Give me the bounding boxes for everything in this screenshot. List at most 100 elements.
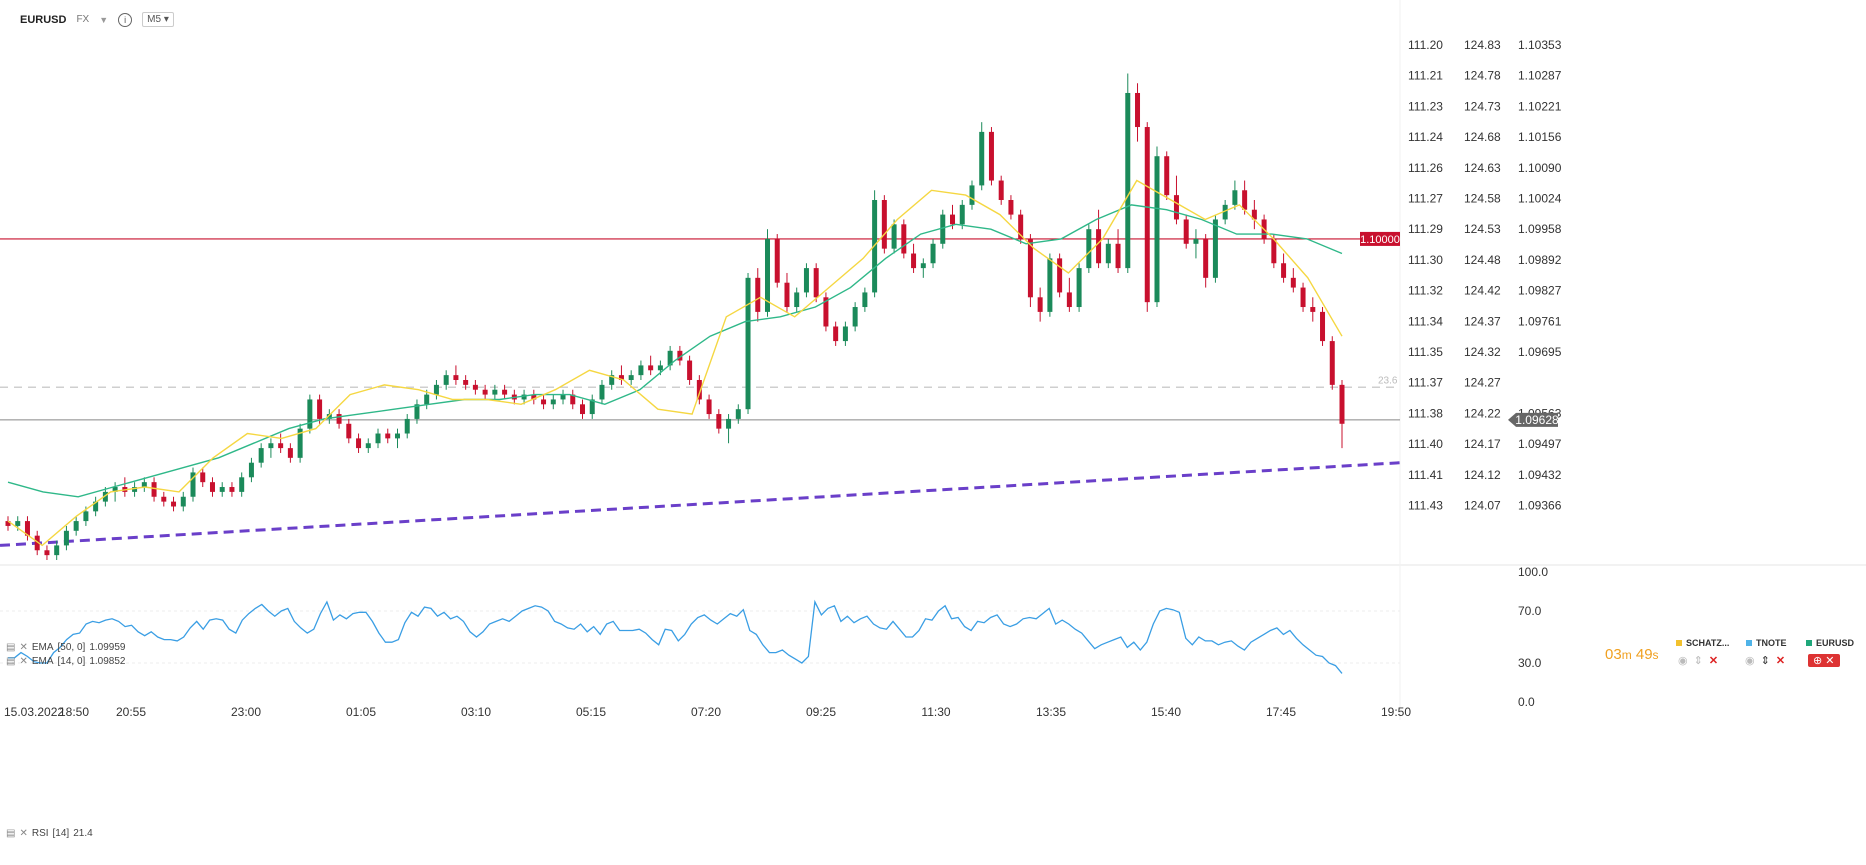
eye-icon[interactable]: ◉ xyxy=(1745,655,1755,667)
settings-icon[interactable]: ▤ xyxy=(6,828,16,839)
candle-body[interactable] xyxy=(618,375,624,380)
candle-body[interactable] xyxy=(842,326,848,342)
candle-body[interactable] xyxy=(219,487,225,492)
candle-body[interactable] xyxy=(1271,238,1277,264)
candle-body[interactable] xyxy=(541,399,547,405)
candle-body[interactable] xyxy=(803,268,809,293)
candle-body[interactable] xyxy=(813,268,819,298)
candle-body[interactable] xyxy=(579,404,585,415)
close-icon[interactable]: ✕ xyxy=(19,828,28,839)
candle-body[interactable] xyxy=(1076,268,1082,308)
candle-body[interactable] xyxy=(1008,200,1014,215)
candle-body[interactable] xyxy=(161,496,167,502)
candle-body[interactable] xyxy=(687,360,693,380)
candle-body[interactable] xyxy=(1164,156,1170,196)
candle-body[interactable] xyxy=(433,384,439,395)
candle-body[interactable] xyxy=(482,389,488,395)
candle-body[interactable] xyxy=(550,399,556,405)
candle-body[interactable] xyxy=(1251,209,1257,220)
candle-body[interactable] xyxy=(5,521,11,526)
candle-body[interactable] xyxy=(755,277,761,312)
candle-body[interactable] xyxy=(706,399,712,415)
rsi-line[interactable] xyxy=(8,599,1343,674)
candle-body[interactable] xyxy=(307,399,313,429)
candle-body[interactable] xyxy=(648,365,654,371)
ema50-legend[interactable]: ▤ ✕ EMA [50, 0] 1.09959 xyxy=(6,642,125,653)
candle-body[interactable] xyxy=(1047,258,1053,312)
candle-body[interactable] xyxy=(852,307,858,327)
candle-body[interactable] xyxy=(63,530,69,546)
candle-body[interactable] xyxy=(726,418,732,429)
candle-body[interactable] xyxy=(1242,190,1248,210)
candle-body[interactable] xyxy=(54,545,60,556)
candle-body[interactable] xyxy=(1329,341,1335,385)
candle-body[interactable] xyxy=(375,433,381,444)
candle-body[interactable] xyxy=(521,394,527,400)
candle-body[interactable] xyxy=(988,131,994,181)
candle-body[interactable] xyxy=(268,443,274,449)
candle-body[interactable] xyxy=(570,394,576,405)
candle-body[interactable] xyxy=(667,350,673,366)
candle-body[interactable] xyxy=(248,462,254,478)
candle-body[interactable] xyxy=(1057,258,1063,293)
settings-icon[interactable]: ▤ xyxy=(6,642,16,653)
close-icon[interactable]: ✕ xyxy=(1708,655,1719,667)
candle-body[interactable] xyxy=(44,550,50,556)
symbol-label[interactable]: EURUSD xyxy=(20,13,67,26)
candle-body[interactable] xyxy=(1086,229,1092,269)
candle-body[interactable] xyxy=(1066,292,1072,308)
candle-body[interactable] xyxy=(34,535,40,551)
instrument-eurusd[interactable]: EURUSD xyxy=(1806,638,1854,648)
candle-body[interactable] xyxy=(200,472,206,483)
candle-body[interactable] xyxy=(229,487,235,492)
candle-body[interactable] xyxy=(998,180,1004,200)
candle-body[interactable] xyxy=(657,365,663,371)
candle-body[interactable] xyxy=(628,375,634,380)
candle-body[interactable] xyxy=(862,292,868,308)
candle-body[interactable] xyxy=(317,399,323,419)
candle-body[interactable] xyxy=(969,185,975,205)
candle-body[interactable] xyxy=(716,414,722,429)
sort-icon[interactable]: ⇕ xyxy=(1693,655,1703,667)
candle-body[interactable] xyxy=(1105,243,1111,264)
candle-body[interactable] xyxy=(102,491,108,502)
candle-body[interactable] xyxy=(336,414,342,424)
candle-body[interactable] xyxy=(979,131,985,186)
candle-body[interactable] xyxy=(930,243,936,264)
candle-body[interactable] xyxy=(209,482,215,492)
candle-body[interactable] xyxy=(463,380,469,385)
candle-body[interactable] xyxy=(15,521,21,526)
rsi-legend[interactable]: ▤ ✕ RSI [14] 21.4 xyxy=(6,828,93,839)
candle-body[interactable] xyxy=(735,409,741,419)
candle-body[interactable] xyxy=(940,214,946,244)
candle-body[interactable] xyxy=(93,501,99,512)
candle-body[interactable] xyxy=(1212,219,1218,278)
pin-icon[interactable]: ⊕ ✕ xyxy=(1808,654,1840,667)
candle-body[interactable] xyxy=(1232,190,1238,205)
candle-body[interactable] xyxy=(745,277,751,410)
candle-body[interactable] xyxy=(190,472,196,497)
info-icon[interactable]: i xyxy=(118,12,133,27)
candle-body[interactable] xyxy=(502,389,508,395)
candle-body[interactable] xyxy=(1320,311,1326,342)
candle-body[interactable] xyxy=(180,496,186,507)
candle-body[interactable] xyxy=(472,384,478,390)
candle-body[interactable] xyxy=(1203,238,1209,278)
close-icon[interactable]: ✕ xyxy=(19,656,28,667)
candle-body[interactable] xyxy=(141,482,147,488)
candle-body[interactable] xyxy=(492,389,498,395)
candle-body[interactable] xyxy=(531,394,537,400)
candle-body[interactable] xyxy=(1290,277,1296,288)
candle-body[interactable] xyxy=(1154,156,1160,303)
candle-body[interactable] xyxy=(326,414,332,419)
candle-body[interactable] xyxy=(1125,92,1131,269)
candle-body[interactable] xyxy=(823,297,829,327)
candle-body[interactable] xyxy=(73,521,79,531)
ema14-legend[interactable]: ▤ ✕ EMA [14, 0] 1.09852 xyxy=(6,656,125,667)
close-icon[interactable]: ✕ xyxy=(1775,655,1786,667)
candle-body[interactable] xyxy=(1339,384,1345,424)
candle-body[interactable] xyxy=(365,443,371,449)
candle-body[interactable] xyxy=(132,487,138,492)
candle-body[interactable] xyxy=(453,375,459,380)
candle-body[interactable] xyxy=(920,263,926,269)
